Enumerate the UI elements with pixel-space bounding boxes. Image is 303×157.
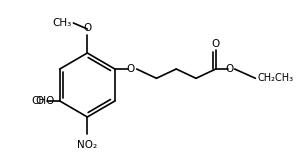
Text: CH₃: CH₃ xyxy=(52,18,72,28)
Text: CH₂CH₃: CH₂CH₃ xyxy=(258,73,294,83)
Text: CHO: CHO xyxy=(32,96,55,106)
Text: O: O xyxy=(127,64,135,74)
Text: O: O xyxy=(36,96,44,106)
Text: O: O xyxy=(212,39,220,49)
Text: NO₂: NO₂ xyxy=(77,140,97,150)
Text: O: O xyxy=(225,64,234,74)
Text: O: O xyxy=(83,23,92,33)
